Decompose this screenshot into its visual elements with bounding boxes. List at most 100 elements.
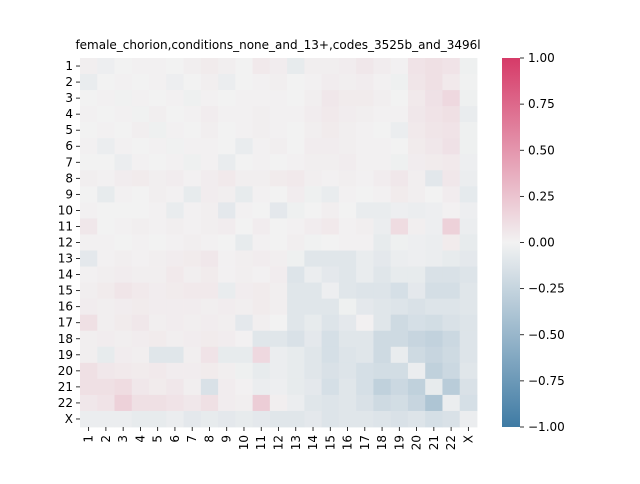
heatmap-cell [425,170,443,187]
heatmap-cell [338,106,357,123]
heatmap-cell [97,362,115,380]
heatmap-cell [131,170,150,187]
heatmap-cell [200,330,219,348]
heatmap-cell [373,234,392,251]
heatmap-cell [269,282,288,300]
heatmap-cell [304,314,323,332]
heatmap-cell [149,282,167,300]
heatmap-cell [356,106,374,123]
heatmap-cell [252,378,271,396]
heatmap-cell [166,74,184,91]
heatmap-cell [442,282,461,300]
heatmap-cell [356,378,374,396]
heatmap-cell [269,122,288,139]
row-tick-label: 10 [58,203,73,217]
heatmap-cell [338,58,357,75]
heatmap-cell [166,250,184,267]
heatmap-cell [149,90,167,107]
heatmap-cell [131,218,150,235]
heatmap-cell [218,154,236,171]
heatmap-cell [321,266,340,284]
heatmap-cell [321,122,340,139]
heatmap-cell [269,250,288,267]
column-tick-label: 11 [254,435,268,450]
heatmap-cell [149,202,167,219]
heatmap-cell [338,266,357,284]
chart-title: female_chorion,conditions_none_and_13+,c… [75,38,480,52]
heatmap-cell [304,170,323,187]
column-tick-label: X [461,435,475,443]
heatmap-cell [459,106,478,123]
heatmap-cell [97,346,115,364]
heatmap-cell [80,298,98,316]
heatmap-cell [80,394,98,412]
heatmap-cell [114,122,133,139]
heatmap-cell [356,282,374,300]
heatmap-cell [166,186,184,203]
heatmap-cell [131,378,150,396]
heatmap-cell [235,138,254,155]
column-tick-label: 7 [185,435,199,443]
heatmap-cell [149,106,167,123]
heatmap-cell [425,410,443,428]
heatmap-cell [235,250,254,267]
heatmap-cell [425,186,443,203]
heatmap-cell [373,138,392,155]
heatmap-cell [459,314,478,332]
heatmap-cell [235,346,254,364]
heatmap-cell [183,378,202,396]
row-tick-label: 7 [65,155,73,169]
row-tick-label: 18 [58,332,73,346]
heatmap-cell [200,250,219,267]
heatmap-cell [252,250,271,267]
heatmap-cell [425,90,443,107]
heatmap-cell [425,138,443,155]
heatmap-cell [97,154,115,171]
heatmap-cell [80,106,98,123]
heatmap-cell [235,218,254,235]
heatmap-cell [356,122,374,139]
heatmap-cell [425,106,443,123]
heatmap-cell [235,122,254,139]
heatmap-cell [235,330,254,348]
colorbar-tick-label: −0.50 [528,328,565,342]
heatmap-cell [425,266,443,284]
heatmap-cell [252,362,271,380]
heatmap-cell [407,138,426,155]
heatmap-cell [390,250,409,267]
heatmap-cell [114,74,133,91]
heatmap-cell [200,202,219,219]
heatmap-cell [149,58,167,75]
heatmap-cell [80,362,98,380]
heatmap-cell [131,266,150,284]
column-tick-label: 2 [99,435,113,443]
heatmap-cell [407,362,426,380]
column-tick-label: 4 [133,435,147,443]
heatmap-cell [338,362,357,380]
heatmap-cell [80,266,98,284]
heatmap-cell [235,234,254,251]
heatmap-cell [442,186,461,203]
heatmap-cell [200,106,219,123]
heatmap-cell [166,378,184,396]
heatmap-cell [373,250,392,267]
heatmap-cell [390,122,409,139]
heatmap-cell [425,202,443,219]
heatmap-cell [114,282,133,300]
heatmap-cell [235,410,254,428]
heatmap-cell [235,186,254,203]
heatmap-cell [321,250,340,267]
heatmap-cell [80,74,98,91]
heatmap-cell [200,90,219,107]
heatmap-cell [338,378,357,396]
heatmap-cell [356,410,374,428]
heatmap-cell [269,266,288,284]
heatmap-cell [425,282,443,300]
heatmap-cell [269,170,288,187]
heatmap-cell [373,394,392,412]
row-tick-label: 22 [58,396,73,410]
heatmap-cell [459,202,478,219]
heatmap-cell [373,74,392,91]
heatmap-cells [80,58,478,428]
heatmap-cell [321,234,340,251]
